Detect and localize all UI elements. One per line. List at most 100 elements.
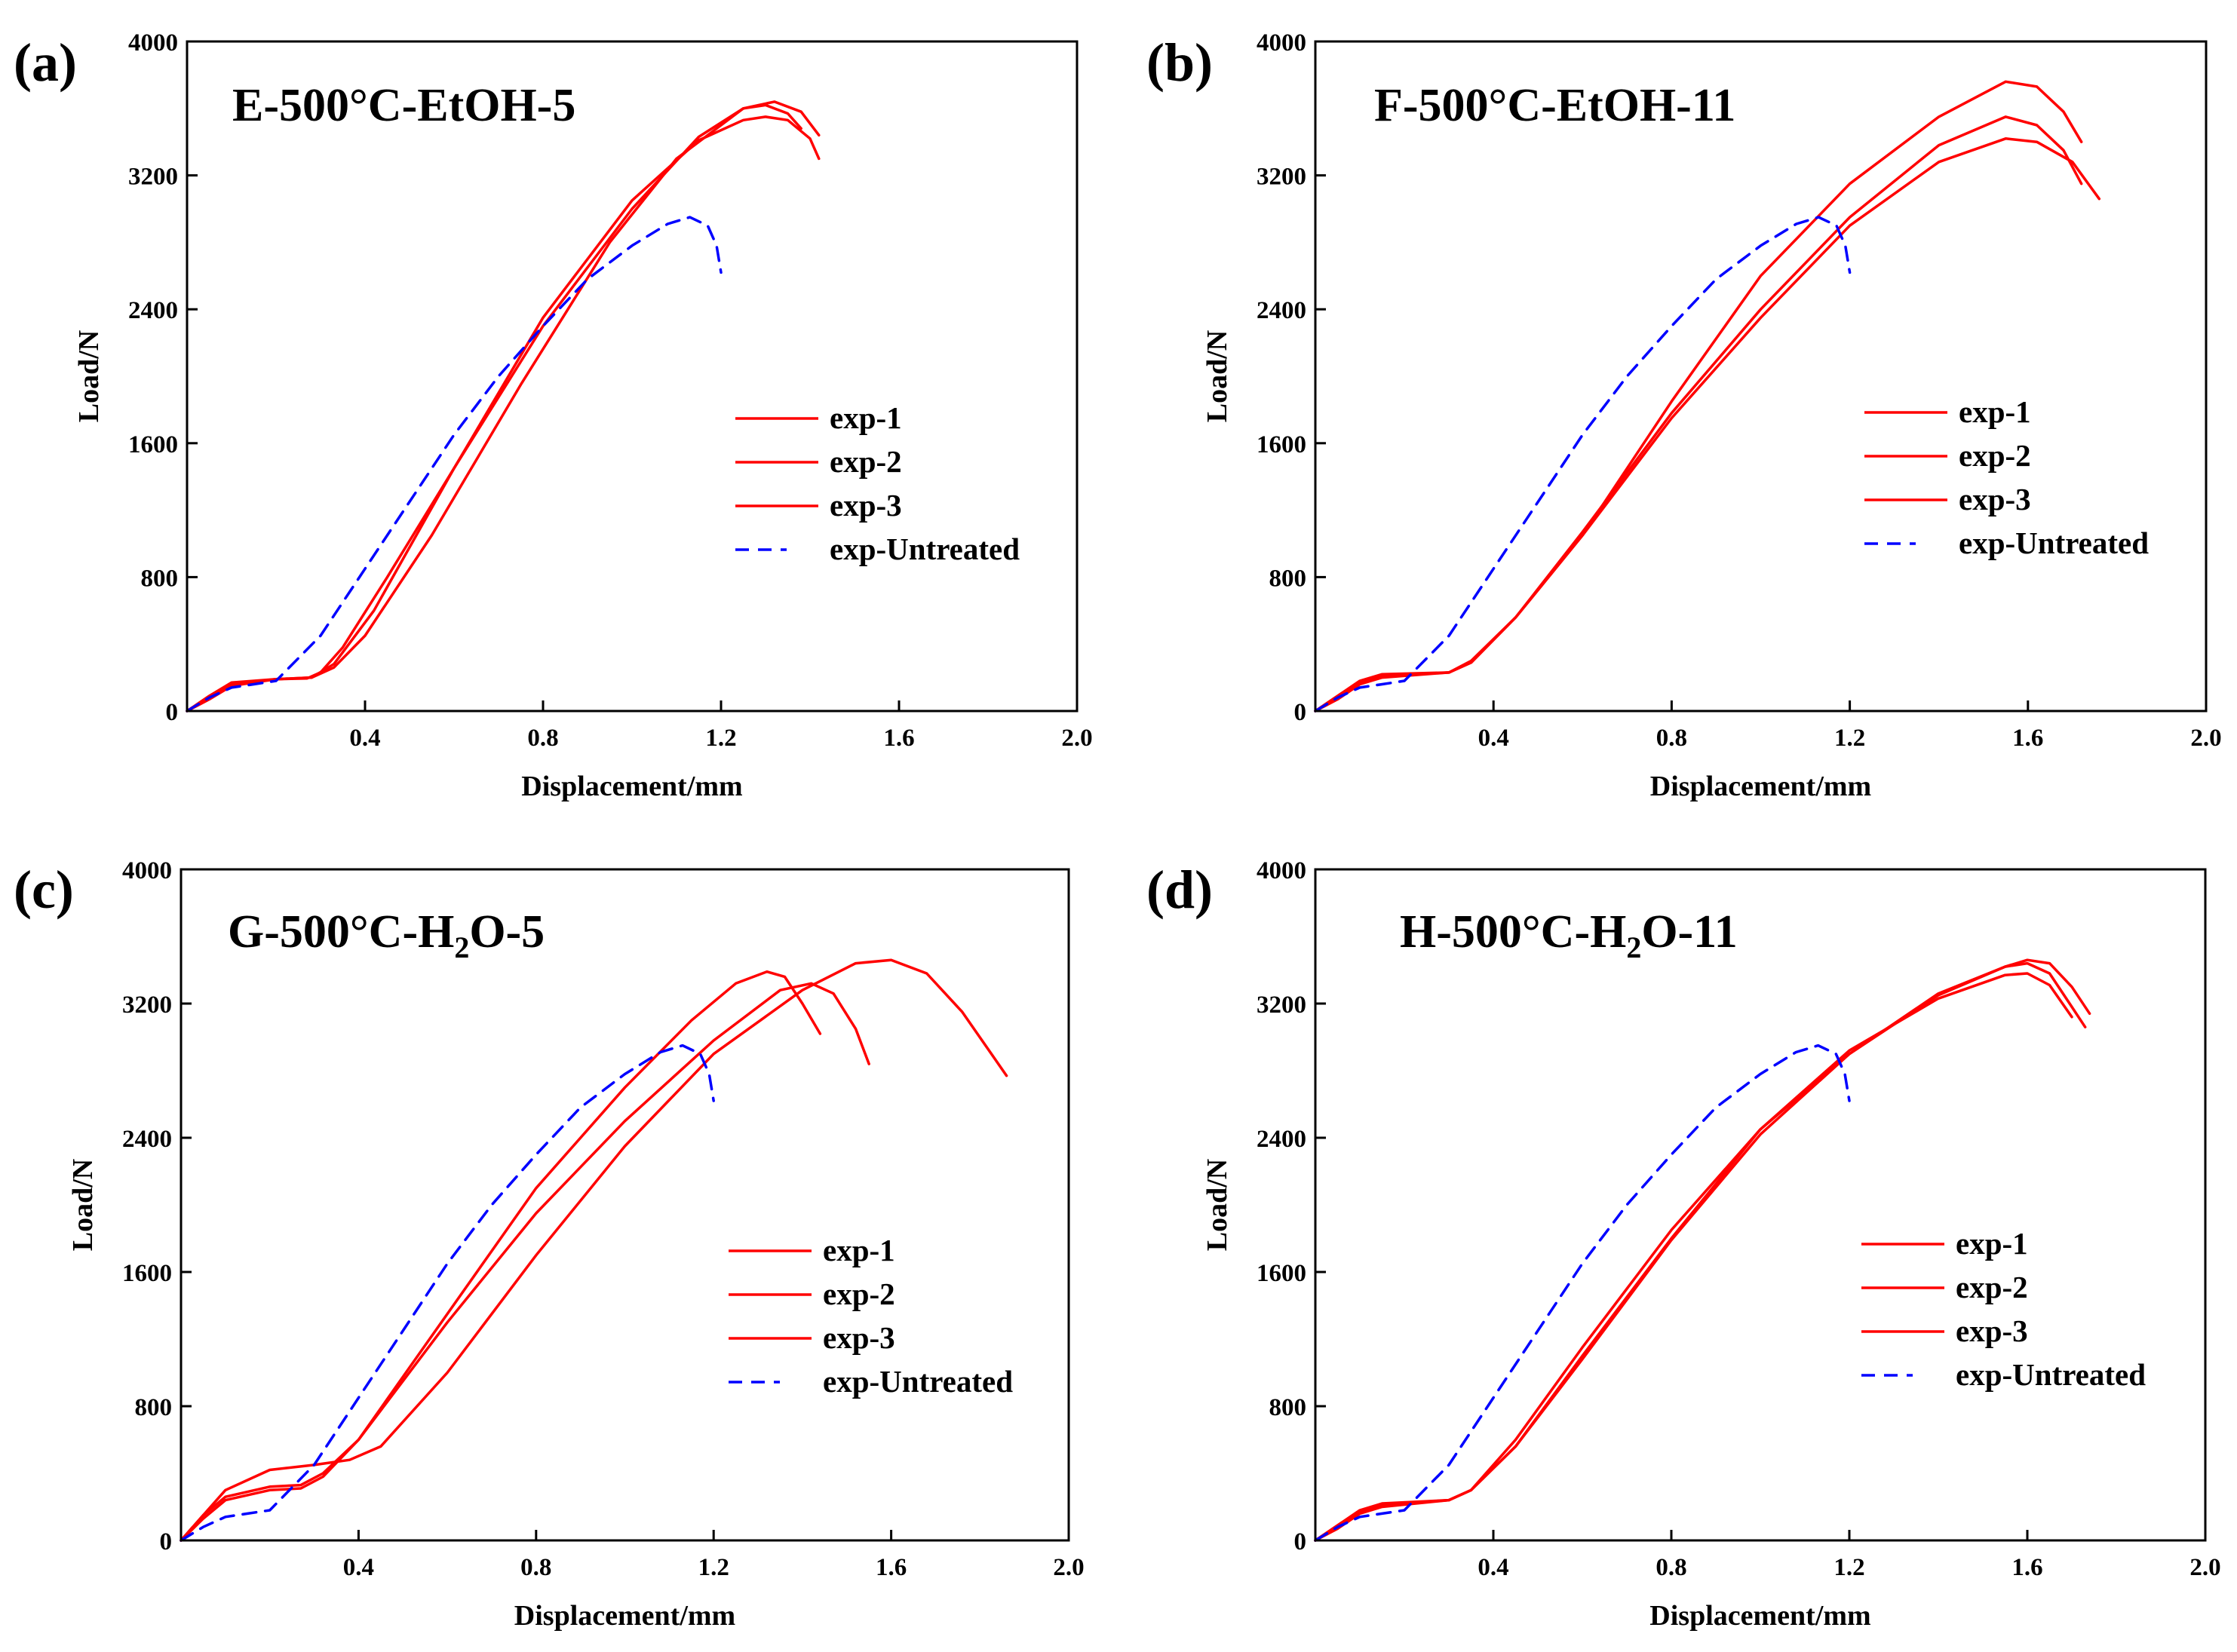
panel-a: (a) 0 800 1600 2400 3200 4000 0.4 0.8 1.2 1.6 2.0 Di… xyxy=(14,29,1093,802)
legend-label: exp-Untreated xyxy=(1956,1357,2146,1392)
legend-label: exp-3 xyxy=(1959,482,2031,516)
legend-label: exp-1 xyxy=(830,400,902,435)
plot-lines xyxy=(1314,958,2091,1542)
series-line-exp-1 xyxy=(186,103,802,713)
panel-d: (d) 0 800 1600 2400 3200 4000 0.4 0.8 1.2 1.6 2.0 Di… xyxy=(1146,857,2221,1632)
y-tick-label: 3200 xyxy=(128,164,178,191)
series-line-exp-1 xyxy=(1314,80,2083,713)
legend: exp-1 exp-2 exp-3 exp-Untreated xyxy=(729,1233,1013,1399)
y-axis-label: Load/N xyxy=(1201,1159,1233,1251)
plot-lines xyxy=(1314,80,2101,713)
x-tick-label: 2.0 xyxy=(1053,1554,1084,1581)
y-tick-label: 2400 xyxy=(1257,1126,1306,1153)
y-tick-label: 2400 xyxy=(1257,297,1306,324)
panel-label: (c) xyxy=(14,860,74,920)
legend-label: exp-Untreated xyxy=(823,1364,1013,1399)
legend-label: exp-3 xyxy=(1956,1313,2028,1348)
legend-label: exp-2 xyxy=(830,444,902,479)
y-tick-label: 0 xyxy=(160,1528,173,1555)
plot-frame xyxy=(180,868,1070,1542)
y-tick-label: 3200 xyxy=(122,992,172,1019)
x-tick-label: 0.4 xyxy=(1478,1554,1508,1581)
plot-frame xyxy=(1314,40,2208,713)
y-tick-label: 1600 xyxy=(128,431,178,458)
series-line-exp-3 xyxy=(1314,958,2091,1542)
title-subscript: 2 xyxy=(454,930,469,964)
x-tick-label: 0.8 xyxy=(1656,1554,1686,1581)
x-tick-label: 2.0 xyxy=(2190,725,2221,752)
y-tick-label: 4000 xyxy=(128,29,178,57)
chart-title: E-500°C-EtOH-5 xyxy=(232,80,575,131)
series-line-exp-untreated xyxy=(1314,1044,1851,1542)
x-tick-label: 0.4 xyxy=(1478,725,1509,752)
x-tick-label: 0.8 xyxy=(1656,725,1687,752)
y-tick-label: 800 xyxy=(1269,565,1307,592)
plot-frame xyxy=(186,40,1079,713)
x-tick-label: 1.2 xyxy=(698,1554,729,1581)
y-tick-label: 800 xyxy=(141,565,179,592)
series-line-exp-untreated xyxy=(186,216,723,713)
series-line-exp-2 xyxy=(186,100,821,713)
chart-title: G-500°C-H2O-5 xyxy=(228,906,545,964)
title-text: H-500°C-H xyxy=(1400,906,1626,958)
y-tick-label: 1600 xyxy=(1257,431,1306,458)
y-tick-label: 0 xyxy=(166,699,179,726)
title-text: O-11 xyxy=(1641,906,1737,958)
plot-lines xyxy=(180,958,1008,1542)
y-tick-label: 2400 xyxy=(122,1126,172,1153)
x-tick-label: 1.6 xyxy=(883,725,914,752)
x-tick-label: 2.0 xyxy=(2189,1554,2220,1581)
legend-label: exp-Untreated xyxy=(1959,526,2149,560)
chart-title: H-500°C-H2O-11 xyxy=(1400,906,1738,964)
legend-label: exp-Untreated xyxy=(830,532,1020,566)
x-tick-label: 1.6 xyxy=(2011,1554,2042,1581)
x-tick-label: 1.2 xyxy=(1833,1554,1864,1581)
y-tick-label: 800 xyxy=(1269,1394,1307,1421)
x-tick-label: 1.2 xyxy=(1834,725,1865,752)
series-line-exp-3 xyxy=(186,115,821,713)
y-tick-label: 4000 xyxy=(1257,857,1306,884)
y-tick-label: 1600 xyxy=(1257,1260,1306,1287)
chart-title: F-500°C-EtOH-11 xyxy=(1374,80,1735,131)
series-line-exp-2 xyxy=(180,982,870,1542)
y-tick-label: 4000 xyxy=(122,857,172,884)
x-tick-label: 1.2 xyxy=(705,725,736,752)
series-line-exp-2 xyxy=(1314,115,2083,713)
legend: exp-1 exp-2 exp-3 exp-Untreated xyxy=(735,400,1020,566)
series-line-exp-untreated xyxy=(180,1044,715,1542)
title-text: F-500°C-EtOH-11 xyxy=(1374,80,1735,131)
x-tick-label: 2.0 xyxy=(1061,725,1092,752)
y-tick-label: 1600 xyxy=(122,1260,172,1287)
y-axis-label: Load/N xyxy=(1201,330,1233,422)
series-line-exp-3 xyxy=(180,958,1008,1542)
x-tick-label: 0.4 xyxy=(343,1554,374,1581)
title-subscript: 2 xyxy=(1626,930,1641,964)
y-tick-label: 3200 xyxy=(1257,164,1306,191)
y-tick-label: 800 xyxy=(135,1394,173,1421)
series-line-exp-untreated xyxy=(1314,216,1852,713)
x-tick-label: 1.6 xyxy=(2012,725,2043,752)
x-axis-label: Displacement/mm xyxy=(1649,1600,1870,1632)
y-tick-label: 0 xyxy=(1294,699,1307,726)
series-line-exp-1 xyxy=(180,970,822,1542)
x-tick-label: 0.4 xyxy=(349,725,380,752)
title-text: G-500°C-H xyxy=(228,906,454,958)
legend-label: exp-2 xyxy=(1959,438,2031,473)
legend-label: exp-3 xyxy=(830,488,902,523)
legend-label: exp-1 xyxy=(1959,394,2031,429)
legend: exp-1 exp-2 exp-3 exp-Untreated xyxy=(1861,1226,2146,1392)
y-axis-label: Load/N xyxy=(73,330,105,422)
title-text: E-500°C-EtOH-5 xyxy=(232,80,575,131)
legend: exp-1 exp-2 exp-3 exp-Untreated xyxy=(1864,394,2149,560)
plot-lines xyxy=(186,100,821,713)
y-tick-label: 2400 xyxy=(128,297,178,324)
legend-label: exp-2 xyxy=(1956,1270,2028,1304)
x-axis-label: Displacement/mm xyxy=(514,1600,735,1632)
x-tick-label: 0.8 xyxy=(520,1554,551,1581)
y-tick-label: 3200 xyxy=(1257,992,1306,1019)
series-line-exp-3 xyxy=(1314,137,2101,713)
legend-label: exp-1 xyxy=(1956,1226,2028,1261)
y-tick-label: 4000 xyxy=(1257,29,1306,57)
legend-label: exp-3 xyxy=(823,1320,895,1355)
